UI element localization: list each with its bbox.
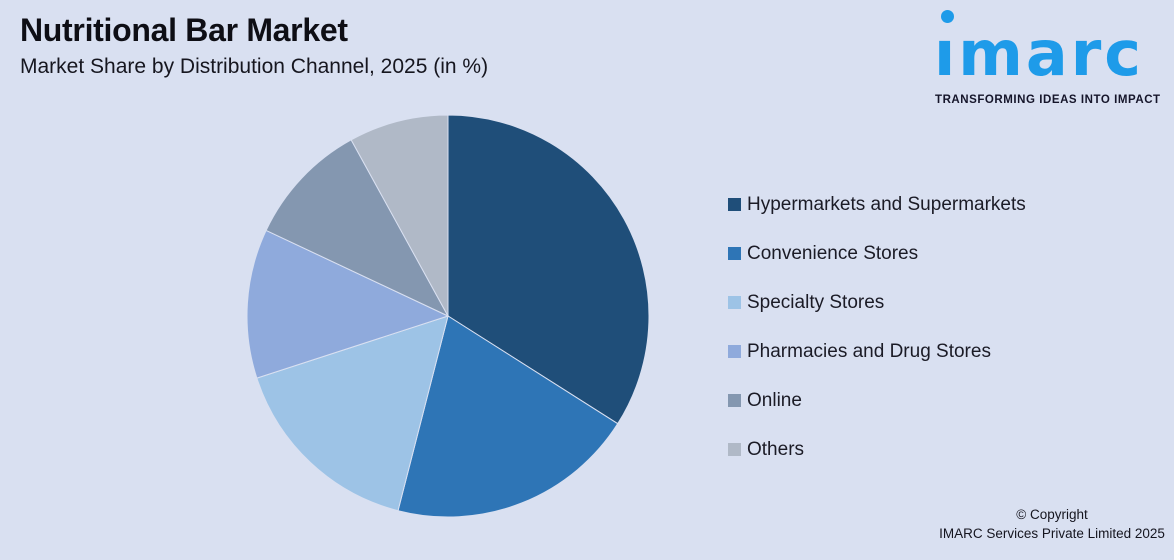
page-subtitle: Market Share by Distribution Channel, 20…	[20, 55, 489, 78]
page-title: Nutritional Bar Market	[20, 12, 348, 48]
legend-label: Others	[747, 438, 805, 460]
pie-slice-2	[256, 315, 449, 512]
pie-slice-5	[350, 114, 449, 317]
legend-item-1: Convenience Stores	[728, 229, 1026, 278]
pie-slice-1	[397, 315, 619, 518]
pie-slice-3	[246, 229, 450, 379]
copyright-line1: © Copyright	[1016, 507, 1088, 522]
legend-label: Convenience Stores	[747, 242, 919, 264]
copyright-line2: IMARC Services Private Limited 2025	[939, 525, 1165, 541]
legend-swatch-icon	[728, 296, 741, 309]
legend-label: Hypermarkets and Supermarkets	[747, 193, 1026, 215]
logo-wordmark: ımarc	[934, 17, 1145, 90]
legend-item-4: Online	[728, 376, 1026, 425]
legend-swatch-icon	[728, 247, 741, 260]
legend-item-3: Pharmacies and Drug Stores	[728, 327, 1026, 376]
legend-swatch-icon	[728, 443, 741, 456]
legend-item-0: Hypermarkets and Supermarkets	[728, 180, 1026, 229]
logo-dot-icon	[941, 10, 954, 23]
logo-tagline: TRANSFORMING IDEAS INTO IMPACT	[935, 94, 1161, 106]
chart-legend: Hypermarkets and Supermarkets Convenience…	[728, 180, 1026, 474]
legend-swatch-icon	[728, 394, 741, 407]
legend-label: Specialty Stores	[747, 291, 885, 313]
legend-swatch-icon	[728, 198, 741, 211]
legend-swatch-icon	[728, 345, 741, 358]
legend-label: Online	[747, 389, 802, 411]
header: Nutritional Bar Market Market Share by D…	[20, 10, 488, 79]
pie-chart	[246, 114, 650, 518]
legend-label: Pharmacies and Drug Stores	[747, 340, 991, 362]
imarc-logo: ımarc TRANSFORMING IDEAS INTO IMPACT	[934, 8, 1172, 106]
copyright-notice: © Copyright IMARC Services Private Limit…	[932, 506, 1172, 543]
legend-item-5: Others	[728, 425, 1026, 474]
pie-slice-0	[447, 114, 650, 425]
legend-item-2: Specialty Stores	[728, 278, 1026, 327]
pie-slice-4	[265, 139, 450, 318]
